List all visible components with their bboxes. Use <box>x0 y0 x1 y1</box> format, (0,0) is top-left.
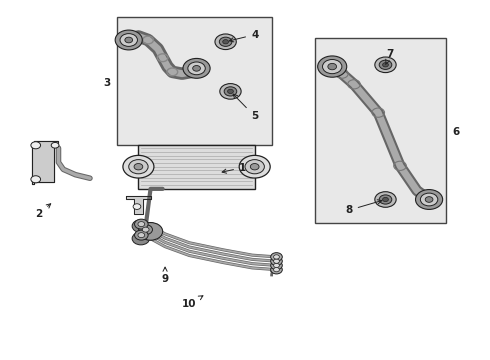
Circle shape <box>270 265 282 274</box>
Circle shape <box>318 56 347 77</box>
Circle shape <box>115 30 142 50</box>
Text: 1: 1 <box>222 163 246 173</box>
Circle shape <box>273 263 279 267</box>
Text: 3: 3 <box>103 77 111 87</box>
Circle shape <box>220 37 232 46</box>
Circle shape <box>138 222 163 240</box>
Circle shape <box>383 197 389 202</box>
Circle shape <box>270 257 282 265</box>
Circle shape <box>322 59 342 74</box>
Circle shape <box>138 233 145 238</box>
Circle shape <box>223 40 228 44</box>
Text: 9: 9 <box>162 267 169 284</box>
Circle shape <box>120 33 138 46</box>
Circle shape <box>328 63 337 70</box>
Circle shape <box>239 156 270 178</box>
Circle shape <box>224 87 237 96</box>
Circle shape <box>383 63 389 67</box>
Circle shape <box>227 89 233 94</box>
Circle shape <box>379 60 392 69</box>
Circle shape <box>31 142 41 149</box>
Bar <box>117 17 271 145</box>
Circle shape <box>132 220 149 233</box>
Text: 4: 4 <box>229 30 258 42</box>
Circle shape <box>215 34 236 50</box>
Circle shape <box>125 37 133 43</box>
Bar <box>315 38 446 222</box>
Circle shape <box>134 163 143 170</box>
Text: 8: 8 <box>345 200 382 215</box>
Polygon shape <box>32 141 58 184</box>
Text: 5: 5 <box>233 94 258 121</box>
Circle shape <box>135 230 148 240</box>
Circle shape <box>375 192 396 207</box>
Circle shape <box>273 255 279 259</box>
Circle shape <box>273 267 279 272</box>
Circle shape <box>133 204 141 210</box>
Text: 2: 2 <box>35 204 50 219</box>
Polygon shape <box>126 196 150 214</box>
Circle shape <box>129 159 148 174</box>
Circle shape <box>51 143 59 148</box>
Circle shape <box>183 58 210 78</box>
Circle shape <box>245 159 265 174</box>
Circle shape <box>135 219 148 229</box>
Text: 6: 6 <box>452 127 459 137</box>
Text: 10: 10 <box>182 296 203 309</box>
Bar <box>138 145 255 189</box>
Circle shape <box>138 222 145 226</box>
Circle shape <box>220 84 241 99</box>
Circle shape <box>139 225 152 235</box>
Circle shape <box>375 57 396 73</box>
Circle shape <box>270 253 282 261</box>
Circle shape <box>250 163 259 170</box>
Text: 7: 7 <box>386 49 394 64</box>
Circle shape <box>425 197 433 202</box>
Circle shape <box>193 66 200 71</box>
Circle shape <box>132 232 149 245</box>
Circle shape <box>188 62 205 75</box>
Circle shape <box>31 176 41 183</box>
Circle shape <box>420 193 438 206</box>
Circle shape <box>379 195 392 204</box>
Circle shape <box>142 227 149 232</box>
Circle shape <box>416 190 442 210</box>
Circle shape <box>123 156 154 178</box>
Circle shape <box>273 259 279 263</box>
Circle shape <box>270 261 282 270</box>
